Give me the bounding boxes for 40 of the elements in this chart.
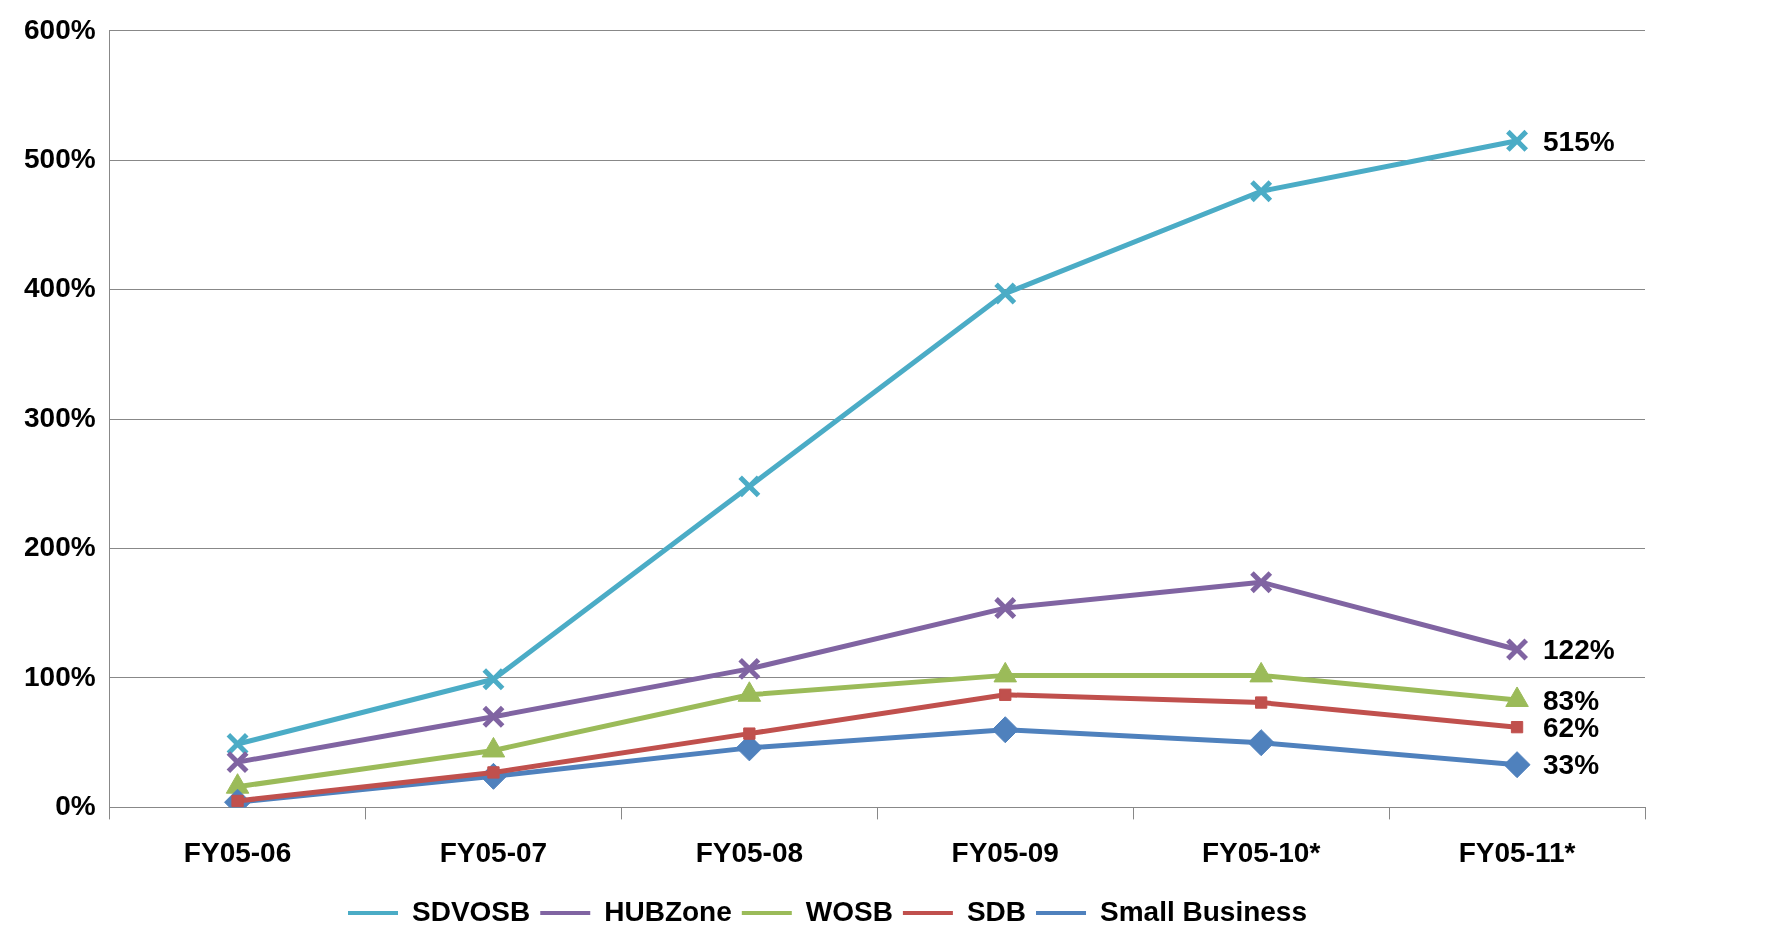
legend-label: SDB bbox=[966, 895, 1027, 927]
point bbox=[225, 750, 250, 774]
point bbox=[737, 657, 762, 681]
point bbox=[743, 727, 756, 740]
y-tick-label: 400% bbox=[23, 272, 96, 304]
point bbox=[1503, 751, 1531, 779]
x-tick-label: FY05-09 bbox=[951, 836, 1059, 868]
point bbox=[481, 667, 506, 691]
data-label: 33% bbox=[1543, 749, 1600, 781]
x-tick-label: FY05-10* bbox=[1202, 836, 1321, 868]
point bbox=[993, 596, 1017, 620]
legend-label: Small Business bbox=[1100, 895, 1307, 927]
y-tick-label: 300% bbox=[23, 401, 96, 433]
y-tick-label: 200% bbox=[23, 531, 96, 563]
point bbox=[1255, 696, 1268, 709]
legend-label: SDVOSB bbox=[412, 895, 531, 927]
point bbox=[1249, 179, 1273, 203]
y-tick-label: 100% bbox=[23, 660, 96, 692]
point bbox=[481, 705, 506, 729]
y-tick-label: 0% bbox=[55, 790, 96, 822]
point bbox=[991, 716, 1019, 744]
y-tick-label: 600% bbox=[23, 13, 96, 45]
x-tick-label: FY05-07 bbox=[439, 836, 548, 868]
x-tick-label: FY05-11* bbox=[1458, 836, 1576, 868]
point bbox=[1247, 729, 1275, 757]
legend-label: WOSB bbox=[805, 895, 893, 927]
point bbox=[1249, 570, 1273, 594]
point bbox=[993, 281, 1017, 306]
point bbox=[1510, 720, 1524, 734]
point bbox=[1505, 637, 1529, 662]
point bbox=[999, 688, 1012, 701]
x-tick-label: FY05-08 bbox=[695, 836, 804, 868]
legend-label: HUBZone bbox=[604, 895, 732, 927]
data-label: 515% bbox=[1543, 125, 1615, 157]
x-tick-label: FY05-06 bbox=[183, 836, 292, 868]
y-tick-label: 500% bbox=[23, 142, 96, 174]
point bbox=[737, 474, 762, 499]
point bbox=[1505, 129, 1529, 153]
point bbox=[225, 732, 250, 756]
data-label: 122% bbox=[1543, 634, 1615, 666]
